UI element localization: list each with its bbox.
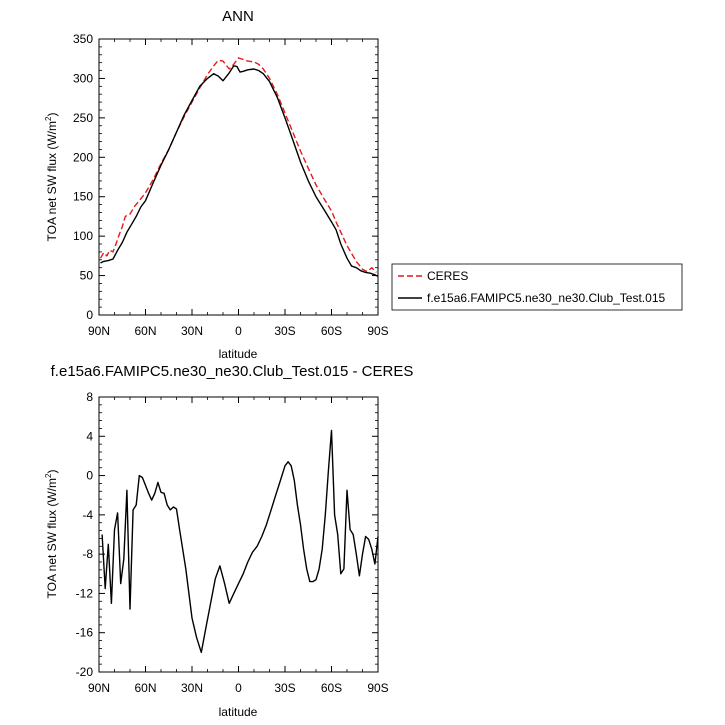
y-tick-label: -4 [82, 508, 93, 522]
bottom-plot-frame [98, 396, 379, 673]
top-chart-title: ANN [222, 8, 254, 25]
x-tick-label: 0 [235, 324, 242, 338]
bottom-x-ticks: 90N 60N 30N 0 30S 60S 90S [88, 397, 389, 695]
x-tick-label: 30S [274, 324, 295, 338]
y-tick-label: 4 [86, 429, 93, 443]
top-x-axis-title: latitude [219, 347, 258, 361]
x-tick-label: 60N [134, 324, 156, 338]
x-tick-label: 90N [88, 681, 110, 695]
bottom-y-axis-title-end: ) [45, 470, 59, 474]
top-plot-frame [98, 38, 379, 316]
top-x-ticks: 90N 60N 30N 0 30S 60S 90S [88, 39, 389, 338]
top-y-axis-title-main: TOA net SW flux (W/m [45, 121, 59, 241]
legend-frame [391, 263, 683, 311]
y-tick-label: 50 [80, 269, 94, 283]
y-tick-label: 8 [86, 390, 93, 404]
bottom-x-axis-title: latitude [219, 705, 258, 719]
x-tick-label: 60S [321, 681, 342, 695]
y-tick-label: -16 [76, 626, 94, 640]
y-tick-label: -20 [76, 665, 94, 679]
series-line-0 [101, 429, 379, 654]
y-tick-label: 350 [73, 32, 93, 46]
bottom-y-axis-title: TOA net SW flux (W/m2) [44, 470, 59, 599]
y-tick-label: 150 [73, 190, 93, 204]
y-tick-label: 200 [73, 150, 93, 164]
x-tick-label: 60N [134, 681, 156, 695]
y-tick-label: 0 [86, 308, 93, 322]
bottom-series-lines [101, 429, 379, 654]
y-tick-label: 0 [86, 469, 93, 483]
bottom-chart-title: f.e15a6.FAMIPC5.ne30_ne30.Club_Test.015 … [51, 363, 414, 380]
x-tick-label: 90S [367, 324, 388, 338]
y-tick-label: 300 [73, 71, 93, 85]
x-tick-label: 0 [235, 681, 242, 695]
legend-label-model: f.e15a6.FAMIPC5.ne30_ne30.Club_Test.015 [427, 291, 665, 305]
bottom-y-ticks: -20 -16 -12 -8 -4 0 4 8 [76, 390, 378, 679]
bottom-panel: f.e15a6.FAMIPC5.ne30_ne30.Club_Test.015 … [44, 363, 413, 719]
top-y-axis-title: TOA net SW flux (W/m2) [44, 113, 59, 242]
top-panel: ANN 90N 60N 30N 0 30S 60S 90S 0 50 100 150 200 250 3… [44, 8, 389, 361]
x-tick-label: 60S [321, 324, 342, 338]
y-tick-label: -8 [82, 547, 93, 561]
series-line-1 [100, 65, 379, 278]
x-tick-label: 30N [181, 324, 203, 338]
legend-label-ceres: CERES [427, 269, 468, 283]
y-tick-label: 250 [73, 111, 93, 125]
y-tick-label: -12 [76, 586, 94, 600]
legend: CERES f.e15a6.FAMIPC5.ne30_ne30.Club_Tes… [391, 263, 683, 311]
x-tick-label: 90S [367, 681, 388, 695]
top-series-lines [99, 57, 379, 278]
x-tick-label: 90N [88, 324, 110, 338]
bottom-y-axis-title-sup: 2 [44, 473, 53, 478]
x-tick-label: 30S [274, 681, 295, 695]
bottom-y-axis-title-main: TOA net SW flux (W/m [45, 478, 59, 598]
x-tick-label: 30N [181, 681, 203, 695]
top-y-ticks: 0 50 100 150 200 250 300 350 [73, 32, 378, 322]
series-line-0 [99, 57, 377, 273]
y-tick-label: 100 [73, 229, 93, 243]
top-y-axis-title-sup: 2 [44, 116, 53, 121]
top-y-axis-title-end: ) [45, 113, 59, 117]
